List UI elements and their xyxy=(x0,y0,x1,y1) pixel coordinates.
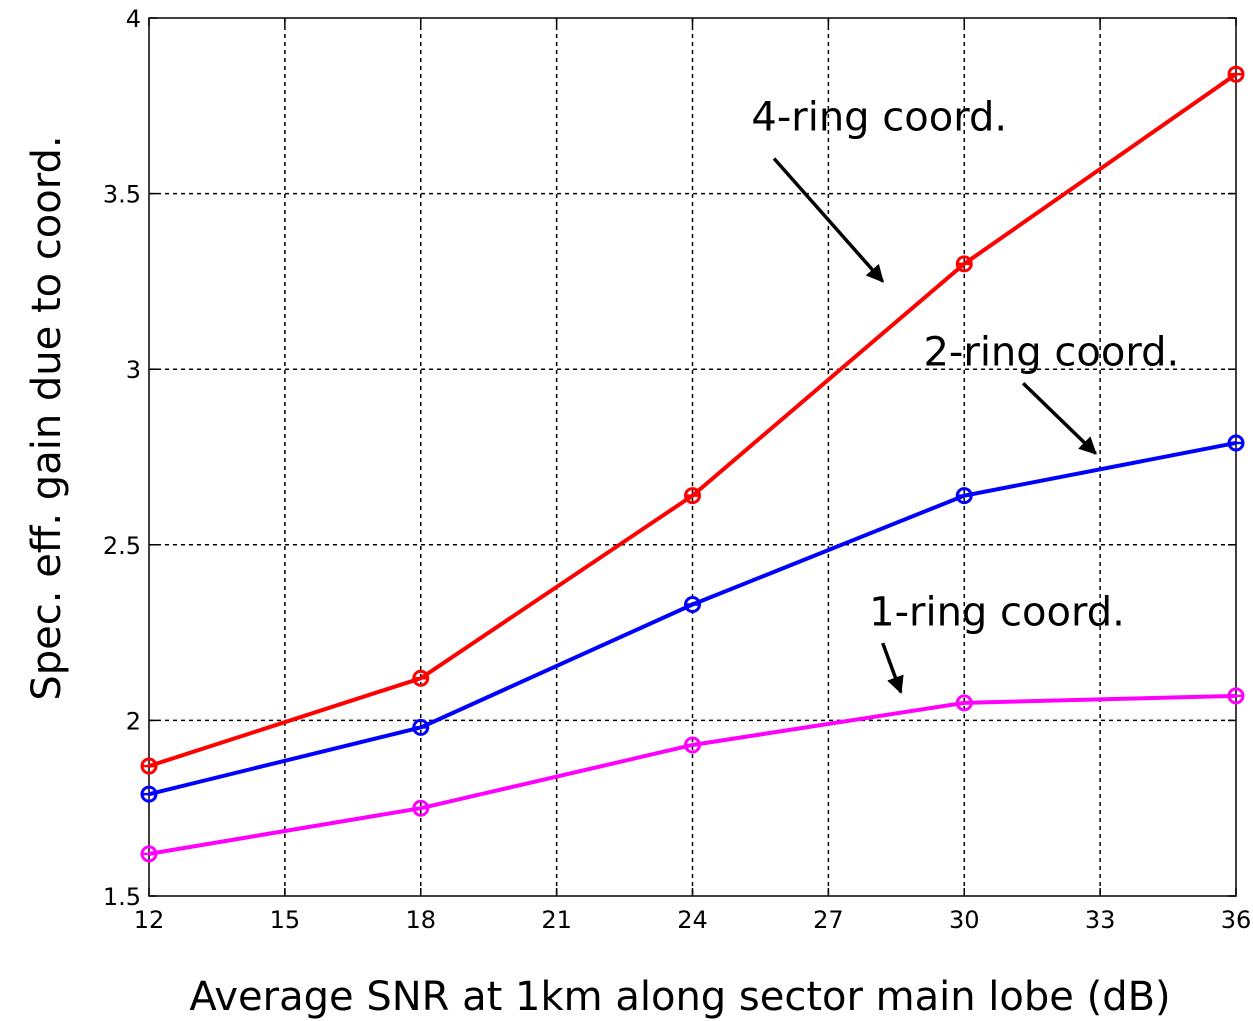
x-tick-label: 36 xyxy=(1221,906,1252,934)
x-tick-label: 21 xyxy=(541,906,572,934)
series-four_ring xyxy=(140,65,1245,775)
annotation-four_ring: 4-ring coord. xyxy=(751,94,1007,283)
x-tick-label: 33 xyxy=(1085,906,1116,934)
x-tick-label: 30 xyxy=(949,906,980,934)
x-tick-label: 12 xyxy=(134,906,165,934)
x-axis-title: Average SNR at 1km along sector main lob… xyxy=(189,974,1170,1020)
x-tick-label: 18 xyxy=(405,906,436,934)
y-tick-label: 1.5 xyxy=(103,883,141,911)
annotation-label: 1-ring coord. xyxy=(869,590,1125,636)
annotation-two_ring: 2-ring coord. xyxy=(923,330,1179,455)
y-tick-label: 3.5 xyxy=(103,181,141,209)
data-series xyxy=(140,65,1245,863)
y-tick-label: 2.5 xyxy=(103,532,141,560)
series-two_ring xyxy=(140,434,1245,803)
grid-lines xyxy=(149,18,1236,896)
annotation-label: 2-ring coord. xyxy=(923,330,1179,376)
x-tick-label: 15 xyxy=(270,906,301,934)
annotations: 4-ring coord. 2-ring coord. 1-ring coord. xyxy=(751,94,1179,694)
y-tick-label: 4 xyxy=(126,5,141,33)
y-tick-label: 3 xyxy=(126,356,141,384)
annotation-arrow xyxy=(772,157,885,283)
annotation-arrow xyxy=(1021,381,1097,455)
y-axis-title: Spec. eff. gain due to coord. xyxy=(24,135,70,700)
annotation-arrow xyxy=(881,642,904,694)
annotation-one_ring: 1-ring coord. xyxy=(869,590,1125,694)
y-tick-label: 2 xyxy=(126,707,141,735)
x-tick-label: 27 xyxy=(813,906,844,934)
annotation-label: 4-ring coord. xyxy=(751,94,1007,140)
axis-ticks: 12 15 18 21 24 27 30 33 36 1.5 2 2.5 3 3.5 4 xyxy=(103,5,1251,934)
series-one_ring xyxy=(140,687,1245,863)
x-tick-label: 24 xyxy=(677,906,708,934)
